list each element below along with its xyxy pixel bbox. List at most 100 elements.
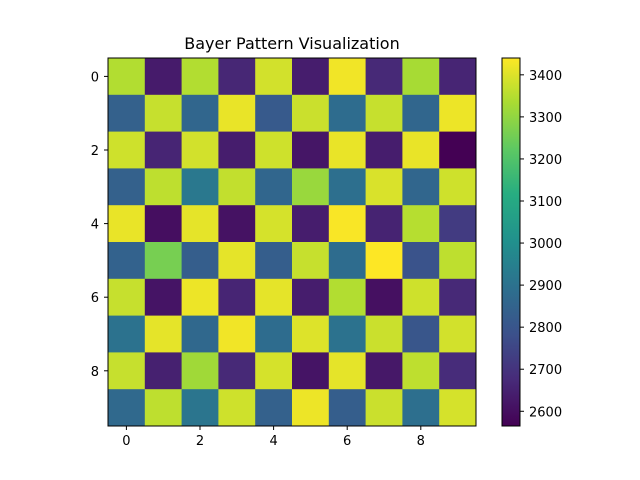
heatmap-cell: [365, 94, 403, 132]
heatmap-cell: [255, 94, 293, 132]
heatmap-cell: [328, 315, 366, 353]
heatmap-cell: [218, 389, 256, 427]
heatmap-cell: [144, 352, 182, 390]
heatmap-cell: [402, 242, 440, 280]
colorbar-tick-label: 3400: [529, 69, 562, 84]
heatmap-cell: [108, 94, 146, 132]
heatmap-cell: [292, 278, 330, 316]
heatmap-cell: [439, 278, 477, 316]
heatmap-cell: [439, 315, 477, 353]
colorbar-tick-label: 3300: [529, 111, 562, 126]
heatmap-cell: [181, 352, 219, 390]
heatmap-cell: [144, 278, 182, 316]
y-tick-label: 2: [91, 144, 99, 159]
heatmap-cell: [108, 131, 146, 169]
heatmap-cell: [218, 131, 256, 169]
heatmap-cell: [365, 131, 403, 169]
heatmap-cell: [292, 131, 330, 169]
heatmap-cell: [181, 242, 219, 280]
heatmap-cell: [439, 242, 477, 280]
y-tick-label: 8: [91, 365, 99, 380]
heatmap-cell: [365, 278, 403, 316]
x-tick-label: 2: [196, 434, 204, 449]
heatmap-cell: [144, 58, 182, 96]
heatmap-cell: [218, 58, 256, 96]
heatmap-cell: [108, 168, 146, 206]
heatmap-cell: [144, 131, 182, 169]
heatmap-cell: [108, 242, 146, 280]
heatmap-cell: [292, 242, 330, 280]
heatmap-cell: [181, 94, 219, 132]
x-tick-label: 4: [269, 434, 277, 449]
y-tick-label: 6: [91, 291, 99, 306]
heatmap-cell: [402, 168, 440, 206]
colorbar: [501, 57, 521, 427]
heatmap-cell: [328, 352, 366, 390]
heatmap-cell: [402, 58, 440, 96]
heatmap-cell: [108, 205, 146, 243]
heatmap-cell: [181, 131, 219, 169]
heatmap-cell: [144, 168, 182, 206]
heatmap-cells: [108, 58, 477, 427]
heatmap-cell: [402, 315, 440, 353]
heatmap-cell: [439, 94, 477, 132]
colorbar-tick-label: 3100: [529, 195, 562, 210]
heatmap-cell: [292, 315, 330, 353]
colorbar-tick-label: 3000: [529, 237, 562, 252]
heatmap-cell: [144, 242, 182, 280]
heatmap-cell: [255, 242, 293, 280]
plot-frame: [107, 57, 477, 427]
heatmap-cell: [328, 58, 366, 96]
heatmap-cell: [365, 242, 403, 280]
colorbar-tick-label: 3200: [529, 153, 562, 168]
heatmap-cell: [144, 94, 182, 132]
heatmap-cell: [181, 58, 219, 96]
heatmap-cell: [328, 131, 366, 169]
heatmap-cell: [402, 131, 440, 169]
colorbar-tick-label: 2800: [529, 321, 562, 336]
heatmap-cell: [439, 58, 477, 96]
x-tick-label: 6: [343, 434, 351, 449]
y-tick-label: 4: [91, 218, 99, 233]
heatmap-cell: [328, 205, 366, 243]
heatmap-cell: [144, 205, 182, 243]
heatmap-cell: [402, 389, 440, 427]
heatmap-cell: [255, 58, 293, 96]
heatmap-cell: [402, 352, 440, 390]
heatmap-cell: [292, 94, 330, 132]
heatmap-cell: [218, 315, 256, 353]
heatmap-cell: [292, 352, 330, 390]
heatmap-cell: [218, 205, 256, 243]
heatmap-cell: [292, 205, 330, 243]
heatmap-cell: [255, 205, 293, 243]
heatmap-cell: [108, 58, 146, 96]
heatmap-cell: [181, 315, 219, 353]
heatmap-cell: [218, 278, 256, 316]
x-axis: 0 2 4 6 8: [122, 426, 425, 449]
heatmap-cell: [218, 242, 256, 280]
heatmap-cell: [255, 168, 293, 206]
heatmap-cell: [255, 278, 293, 316]
colorbar-ticks: 2600 2700 2800 2900 3000 3100 3200 3300 3400: [520, 69, 562, 420]
heatmap-cell: [181, 205, 219, 243]
heatmap-cell: [328, 278, 366, 316]
heatmap-cell: [218, 94, 256, 132]
heatmap-cell: [402, 94, 440, 132]
heatmap-cell: [108, 315, 146, 353]
heatmap-cell: [255, 389, 293, 427]
heatmap-cell: [108, 352, 146, 390]
heatmap-cell: [218, 168, 256, 206]
heatmap-cell: [108, 389, 146, 427]
x-tick-label: 8: [417, 434, 425, 449]
heatmap-cell: [218, 352, 256, 390]
heatmap-cell: [365, 205, 403, 243]
heatmap-cell: [144, 315, 182, 353]
heatmap-cell: [328, 242, 366, 280]
heatmap-cell: [292, 389, 330, 427]
heatmap-cell: [365, 168, 403, 206]
heatmap-cell: [439, 389, 477, 427]
heatmap-cell: [365, 352, 403, 390]
colorbar-tick-label: 2700: [529, 363, 562, 378]
heatmap-cell: [439, 205, 477, 243]
